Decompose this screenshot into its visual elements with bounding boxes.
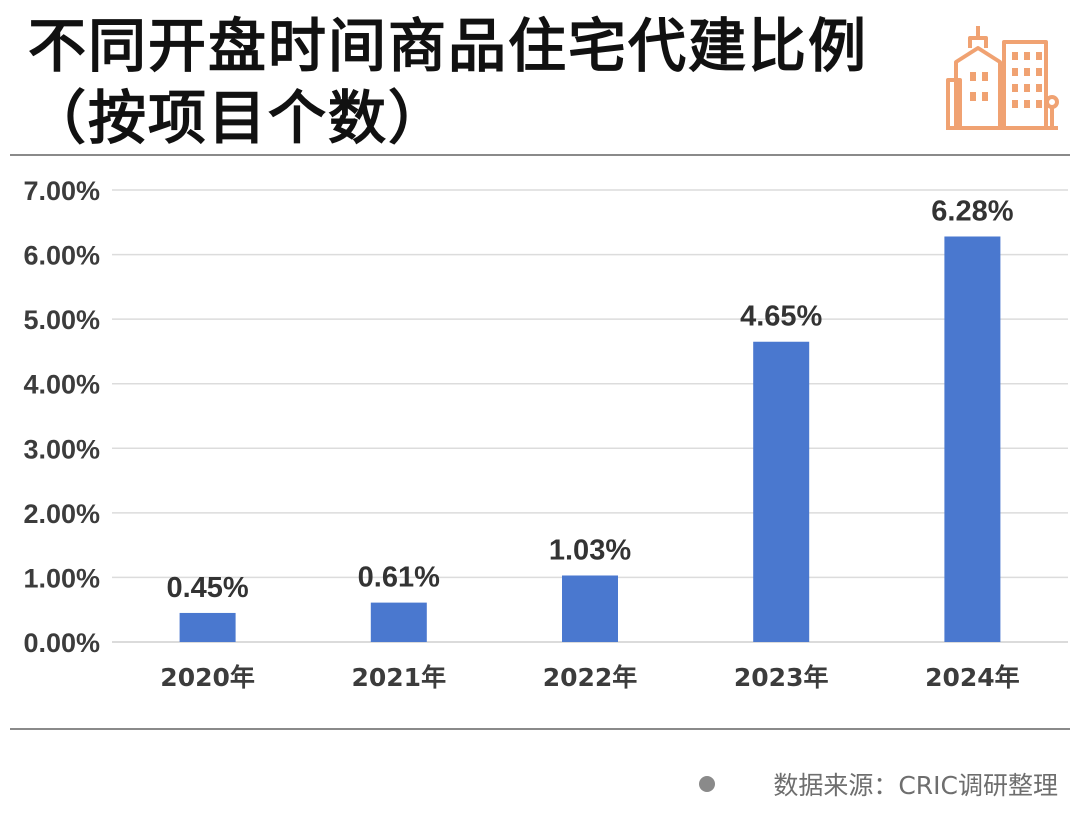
bar (753, 341, 810, 642)
source-text: 数据来源：CRIC调研整理 (773, 771, 1058, 800)
bar (562, 575, 618, 642)
y-axis-ticks: 0.00% 1.00% 2.00% 3.00% 4.00% 5.00% 6.00% 7.00% (23, 176, 100, 658)
value-labels: 0.45% 0.61% 1.03% 4.65% 6.28% (166, 195, 1013, 603)
bars (179, 236, 1001, 642)
data-label: 0.45% (166, 572, 248, 604)
title-line-1: 不同开盘时间商品住宅代建比例 (28, 12, 869, 80)
city-buildings-icon (946, 26, 1059, 130)
bar (179, 612, 236, 642)
chart-title: 不同开盘时间商品住宅代建比例 （按项目个数） (28, 10, 928, 154)
x-tick-label: 2022年 (543, 663, 638, 692)
bottom-divider (10, 728, 1070, 730)
bar-chart: 0.00% 1.00% 2.00% 3.00% 4.00% 5.00% 6.00% 7.00%… (23, 176, 1068, 692)
x-axis-ticks: 2020年 2021年 2022年 2023年 2024年 (160, 663, 1019, 692)
y-tick-label: 3.00% (23, 434, 100, 464)
y-tick-label: 4.00% (23, 370, 100, 400)
grid-lines (112, 189, 1068, 643)
y-tick-label: 1.00% (23, 563, 100, 593)
title-line-2: （按项目个数） (28, 84, 449, 152)
top-divider (10, 154, 1070, 156)
bar (370, 602, 427, 642)
source-note: 数据来源：CRIC调研整理 (699, 766, 1058, 802)
data-label: 0.61% (358, 562, 440, 594)
y-tick-label: 5.00% (23, 305, 100, 335)
x-tick-label: 2024年 (925, 663, 1020, 692)
y-tick-label: 6.00% (23, 241, 100, 271)
x-tick-label: 2023年 (734, 663, 829, 692)
x-tick-label: 2021年 (352, 663, 447, 692)
data-label: 6.28% (931, 195, 1013, 227)
y-tick-label: 7.00% (23, 176, 100, 206)
y-tick-label: 2.00% (23, 499, 100, 529)
bar (944, 236, 1001, 642)
data-label: 1.03% (549, 534, 631, 566)
bullet-dot-icon (699, 776, 716, 792)
data-label: 4.65% (740, 301, 822, 333)
x-tick-label: 2020年 (160, 663, 255, 692)
y-tick-label: 0.00% (23, 628, 100, 658)
